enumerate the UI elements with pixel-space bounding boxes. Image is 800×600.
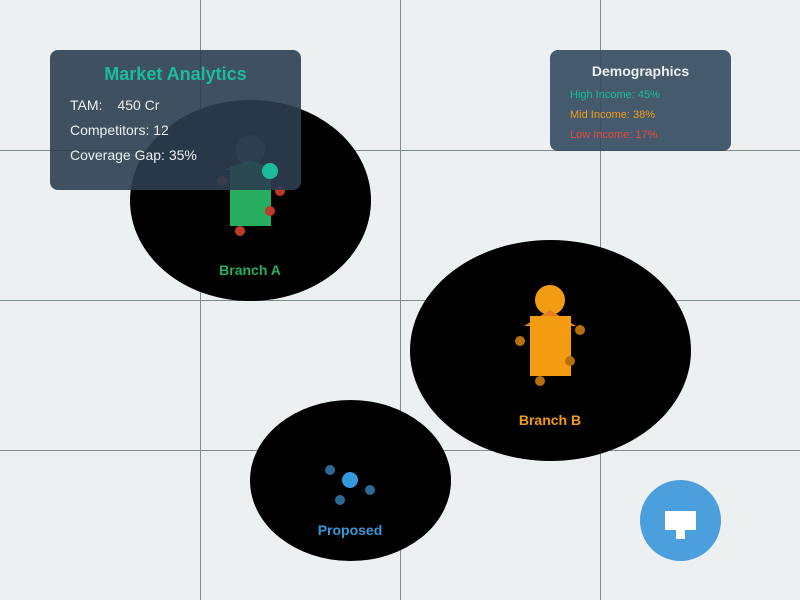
coverage-gap-text: Coverage Gap: 35% — [70, 147, 197, 163]
mid-income-text: Mid Income: 38% — [570, 109, 655, 121]
customer-dot — [265, 206, 275, 216]
branch-b-label: Branch B — [518, 412, 582, 428]
customer-dot — [575, 325, 585, 335]
customer-dot — [565, 356, 575, 366]
demographics-title: Demographics — [591, 63, 690, 79]
customer-dot — [365, 485, 375, 495]
branch-a-label: Branch A — [219, 262, 281, 278]
customer-dot — [535, 376, 545, 386]
grid-line — [0, 150, 800, 151]
market-analytics-panel: Market Analytics — [50, 50, 301, 190]
grid-line — [0, 300, 800, 301]
demographics-panel: Demographics High Income: 45% Mid Income… — [550, 50, 731, 151]
teal-highlight-icon — [262, 163, 278, 179]
customer-dot — [235, 226, 245, 236]
branch-b-head-icon — [535, 285, 565, 315]
branch-b-body-icon — [530, 316, 571, 376]
tam-label-text: TAM: — [70, 97, 103, 113]
market-analytics-title: Market Analytics — [104, 64, 247, 84]
high-income-text: High Income: 45% — [570, 89, 660, 101]
competitors-text: Competitors: 12 — [70, 122, 169, 138]
kiosk-icon — [665, 511, 696, 539]
customer-dot — [515, 336, 525, 346]
proposed-label: Proposed — [317, 522, 383, 538]
tam-row-text: TAM: 450 Cr — [70, 97, 159, 113]
customer-dot — [325, 465, 335, 475]
proposed-site-icon — [342, 472, 358, 488]
low-income-text: Low Income: 17% — [570, 129, 658, 141]
tam-value-text: 450 Cr — [117, 97, 160, 113]
customer-dot — [335, 495, 345, 505]
add-branch-button[interactable] — [640, 480, 721, 561]
